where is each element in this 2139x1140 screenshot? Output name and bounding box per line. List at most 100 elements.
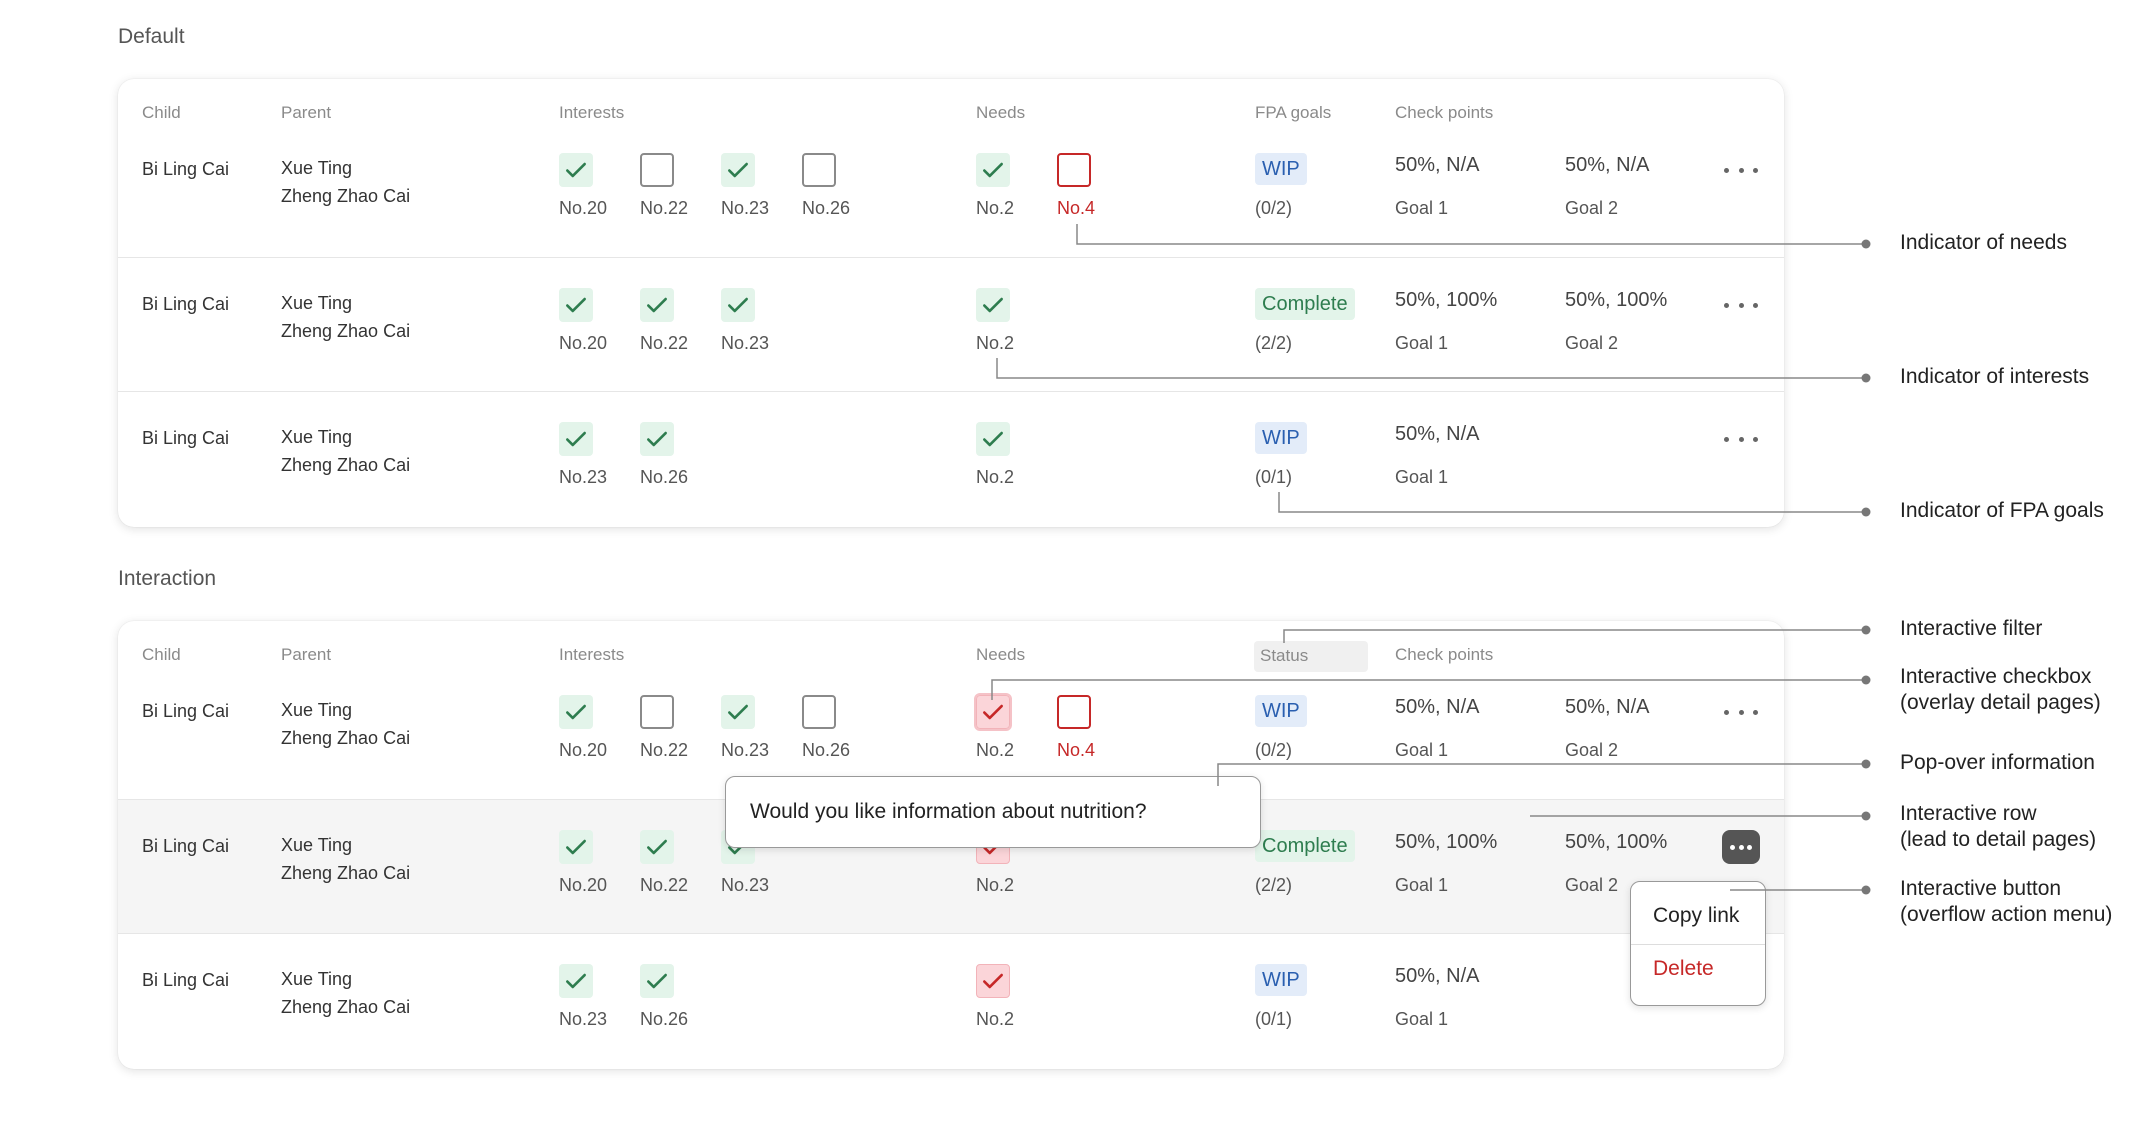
check-icon — [728, 297, 748, 313]
interest-checkbox[interactable] — [640, 964, 674, 998]
annotation-interests: Indicator of interests — [1900, 365, 2090, 388]
interest-checkbox[interactable] — [721, 695, 755, 729]
interest-label: No.20 — [559, 198, 608, 218]
annotation-row-line2: (lead to detail pages) — [1900, 828, 2097, 851]
need-label: No.2 — [976, 467, 1015, 487]
interest-checkbox[interactable] — [559, 830, 593, 864]
need-checkbox[interactable] — [976, 422, 1010, 456]
table-row[interactable]: Bi Ling Cai Xue Ting Zheng Zhao Cai No.2… — [118, 933, 1784, 1068]
interest-label: No.26 — [802, 198, 851, 218]
parent-name-2: Zheng Zhao Cai — [281, 455, 411, 475]
header-child: Child — [142, 103, 181, 122]
check-icon — [566, 162, 586, 178]
header-child: Child — [142, 645, 181, 664]
check-icon — [983, 431, 1003, 447]
need-label: No.4 — [1057, 198, 1096, 218]
interest-checkbox[interactable] — [640, 422, 674, 456]
annotation-filter: Interactive filter — [1900, 617, 2043, 640]
interest-label: No.22 — [640, 333, 689, 353]
parent-names: Xue Ting Zheng Zhao Cai — [281, 423, 410, 479]
check-icon — [983, 162, 1003, 178]
table-row[interactable]: Bi Ling Cai Xue Ting Zheng Zhao Cai No.2… — [118, 667, 1784, 801]
need-checkbox[interactable] — [974, 693, 1012, 731]
more-horizontal-icon[interactable] — [1724, 160, 1758, 180]
interest-label: No.22 — [640, 198, 689, 218]
default-table: Child Parent Interests Needs FPA goals C… — [118, 79, 1784, 527]
need-label: No.2 — [976, 740, 1015, 760]
status-badge: WIP — [1255, 422, 1307, 454]
annotation-row-line1: Interactive row — [1900, 802, 2037, 825]
need-checkbox[interactable] — [1057, 153, 1091, 187]
checkpoint-value: 50%, N/A — [1395, 154, 1480, 176]
table-row[interactable]: Bi Ling Cai Xue Ting Zheng Zhao Cai No.2… — [118, 257, 1784, 392]
interest-checkbox[interactable] — [559, 695, 593, 729]
checkpoint-value: 50%, N/A — [1395, 423, 1480, 445]
interest-checkbox[interactable] — [640, 288, 674, 322]
check-icon — [647, 973, 667, 989]
interest-checkbox[interactable] — [721, 153, 755, 187]
interest-checkbox[interactable] — [640, 695, 674, 729]
more-horizontal-icon[interactable] — [1724, 702, 1758, 722]
interest-label: No.23 — [721, 198, 770, 218]
need-checkbox[interactable] — [976, 288, 1010, 322]
parent-name-1: Xue Ting — [281, 293, 353, 313]
delete-menu-item[interactable]: Delete — [1653, 957, 1714, 980]
fpa-fraction: (0/1) — [1255, 1009, 1293, 1029]
interest-label: No.23 — [721, 740, 770, 760]
interest-label: No.20 — [559, 333, 608, 353]
interest-checkbox[interactable] — [721, 288, 755, 322]
status-badge: WIP — [1255, 695, 1307, 727]
annotation-button: Interactive button (overflow action menu… — [1900, 876, 2112, 928]
interest-checkbox[interactable] — [559, 288, 593, 322]
more-horizontal-icon[interactable] — [1724, 295, 1758, 315]
interest-checkbox[interactable] — [559, 964, 593, 998]
fpa-fraction: (0/1) — [1255, 467, 1293, 487]
check-icon — [647, 431, 667, 447]
need-checkbox[interactable] — [976, 153, 1010, 187]
check-icon — [566, 704, 586, 720]
interest-checkbox[interactable] — [559, 422, 593, 456]
annotation-row: Interactive row (lead to detail pages) — [1900, 801, 2096, 853]
status-badge: WIP — [1255, 153, 1307, 185]
header-parent: Parent — [281, 103, 332, 122]
parent-names: Xue Ting Zheng Zhao Cai — [281, 965, 410, 1021]
interest-checkbox[interactable] — [802, 153, 836, 187]
table-row-hovered[interactable]: Bi Ling Cai Xue Ting Zheng Zhao Cai No.2… — [118, 799, 1784, 934]
interest-checkbox[interactable] — [640, 153, 674, 187]
child-name: Bi Ling Cai — [142, 701, 230, 721]
need-checkbox[interactable] — [1057, 695, 1091, 729]
checkpoint-value: 50%, 100% — [1395, 831, 1498, 853]
parent-name-2: Zheng Zhao Cai — [281, 997, 411, 1017]
interest-label: No.20 — [559, 875, 608, 895]
parent-names: Xue Ting Zheng Zhao Cai — [281, 154, 410, 210]
parent-names: Xue Ting Zheng Zhao Cai — [281, 831, 410, 887]
more-horizontal-icon[interactable] — [1722, 830, 1760, 864]
interest-label: No.26 — [640, 467, 689, 487]
parent-names: Xue Ting Zheng Zhao Cai — [281, 696, 410, 752]
parent-name-1: Xue Ting — [281, 835, 353, 855]
checkpoint-goal: Goal 2 — [1565, 198, 1619, 218]
header-fpa-goals: FPA goals — [1255, 103, 1332, 122]
checkpoint-goal: Goal 1 — [1395, 740, 1449, 760]
check-icon — [728, 704, 748, 720]
annotation-needs: Indicator of needs — [1900, 231, 2067, 254]
interest-checkbox[interactable] — [559, 153, 593, 187]
annotation-popover: Pop-over information — [1900, 751, 2095, 774]
interest-checkbox[interactable] — [640, 830, 674, 864]
parent-name-1: Xue Ting — [281, 427, 353, 447]
check-icon — [983, 297, 1003, 313]
need-checkbox[interactable] — [976, 964, 1010, 998]
parent-name-2: Zheng Zhao Cai — [281, 186, 411, 206]
table-row[interactable]: Bi Ling Cai Xue Ting Zheng Zhao Cai No.2… — [118, 391, 1784, 526]
interest-label: No.26 — [802, 740, 851, 760]
annotation-checkbox: Interactive checkbox (overlay detail pag… — [1900, 664, 2101, 716]
checkpoint-goal: Goal 1 — [1395, 467, 1449, 487]
table-row[interactable]: Bi Ling Cai Xue Ting Zheng Zhao Cai No.2… — [118, 125, 1784, 259]
more-horizontal-icon[interactable] — [1724, 429, 1758, 449]
check-icon — [983, 973, 1003, 989]
status-filter[interactable]: Status — [1254, 641, 1368, 672]
parent-name-2: Zheng Zhao Cai — [281, 863, 411, 883]
interest-checkbox[interactable] — [802, 695, 836, 729]
copy-link-menu-item[interactable]: Copy link — [1653, 904, 1740, 927]
parent-name-1: Xue Ting — [281, 158, 353, 178]
